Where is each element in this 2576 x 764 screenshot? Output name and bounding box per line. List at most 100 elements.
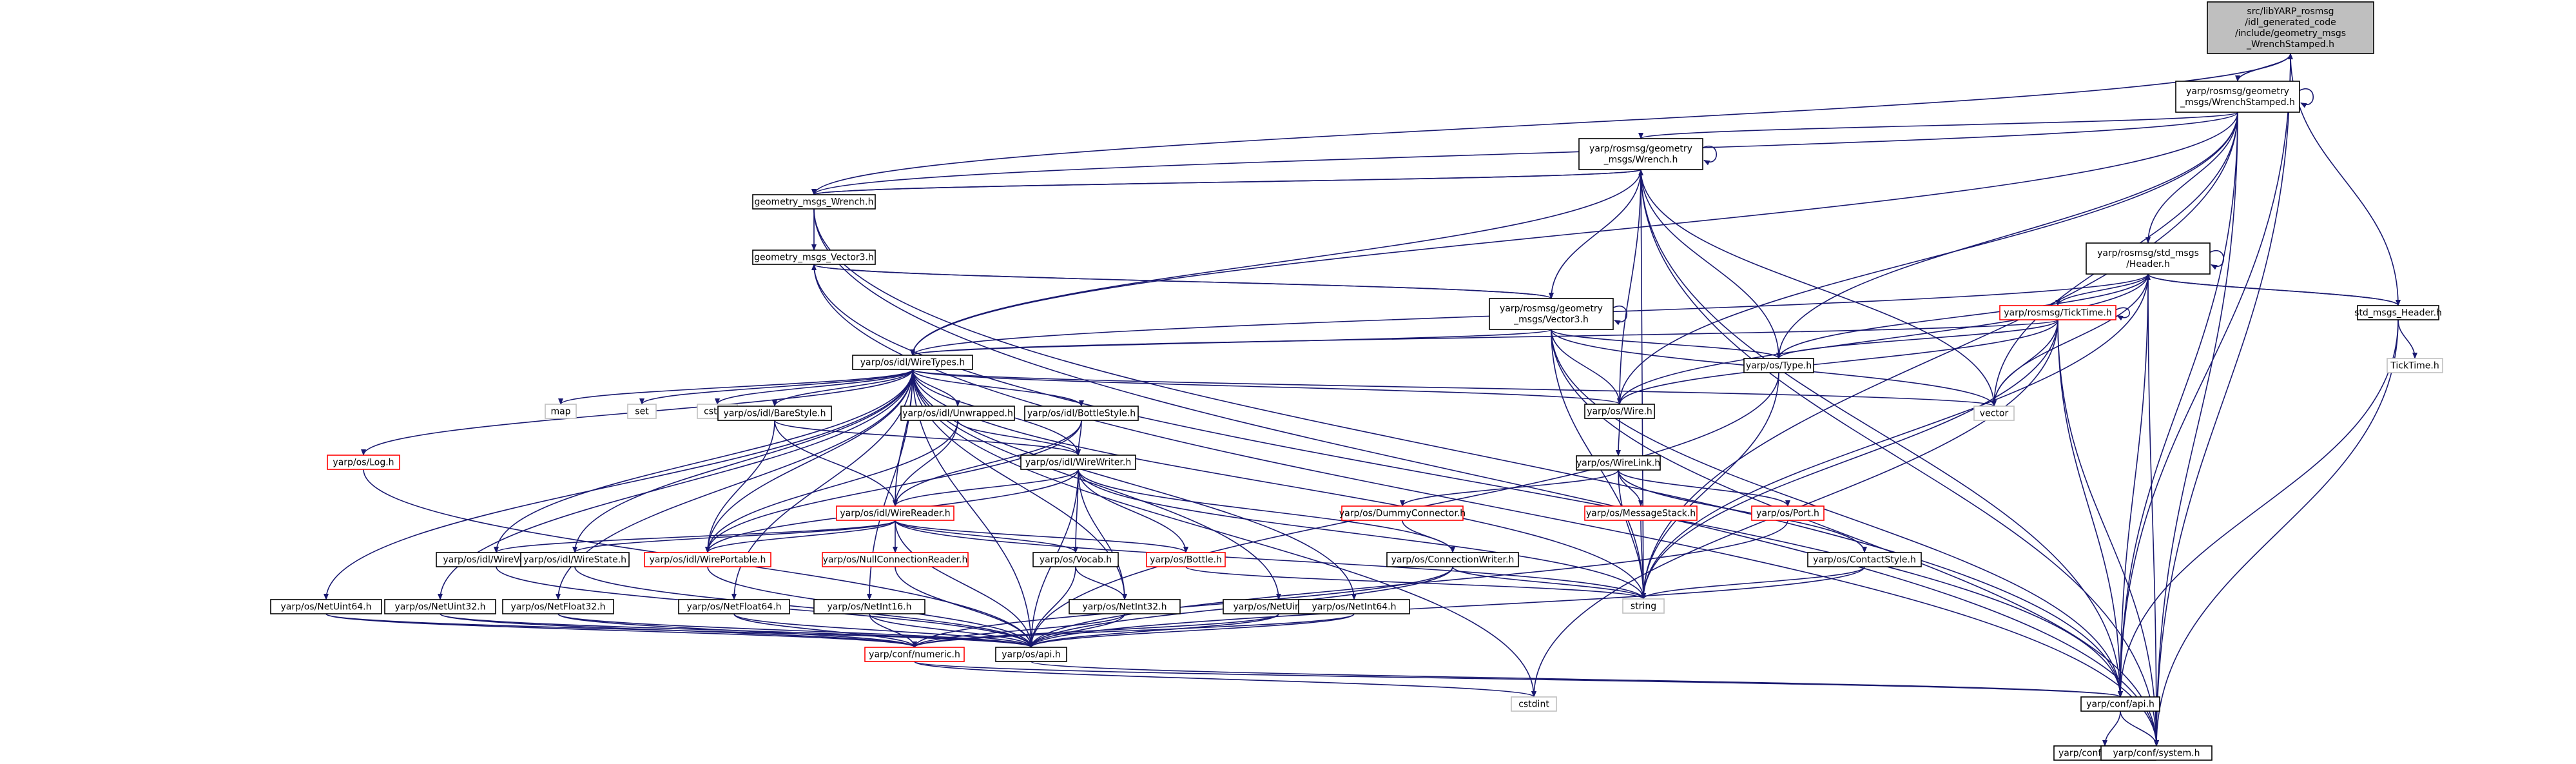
node-confapi[interactable]: yarp/conf/api.h	[2080, 696, 2160, 712]
node-box	[384, 599, 496, 614]
node-box	[1020, 455, 1136, 470]
node-label: map	[550, 407, 570, 417]
node-label: yarp/os/Vocab.h	[1040, 555, 1112, 565]
edge-smh-to-system	[2154, 319, 2399, 747]
node-log[interactable]: yarp/os/Log.h	[327, 455, 400, 470]
edge-nf64-to-cnum	[733, 613, 917, 648]
node-type[interactable]: yarp/os/Type.h	[1743, 358, 1814, 373]
node-box	[822, 552, 969, 567]
node-hdr[interactable]: yarp/rosmsg/std_msgs/Header.h	[2086, 242, 2211, 275]
edge-gmv-to-system	[813, 264, 2159, 747]
edge-bsty-to-wp	[705, 420, 1082, 553]
node-voc[interactable]: yarp/os/Vocab.h	[1032, 552, 1119, 567]
edge-unw-to-wrd	[893, 420, 958, 507]
node-map[interactable]: map	[545, 404, 577, 419]
node-box	[1069, 599, 1181, 614]
node-wt[interactable]: yarp/os/idl/WireTypes.h	[852, 355, 973, 370]
node-ttf[interactable]: TickTime.h	[2387, 358, 2443, 373]
node-nu32[interactable]: yarp/os/NetUint32.h	[384, 599, 496, 614]
edge-gmw-to-system	[813, 208, 2159, 747]
edge-wt-to-map	[558, 369, 913, 405]
edge-wrd-to-osapi	[895, 520, 1034, 648]
edge-wt-to-unw	[912, 369, 960, 407]
edge-gmv-to-confapi	[813, 264, 2123, 698]
node-label: yarp/conf/api.h	[2086, 700, 2155, 710]
edge-v3-to-gmv	[811, 264, 1552, 299]
node-wr[interactable]: yarp/rosmsg/geometry_msgs/Wrench.h	[1578, 138, 1703, 170]
edge-hdr-to-confapi	[2118, 273, 2149, 698]
node-port[interactable]: yarp/os/Port.h	[1751, 505, 1825, 521]
node-cw[interactable]: yarp/os/ConnectionWriter.h	[1386, 552, 1519, 567]
node-vector[interactable]: vector	[1973, 406, 2015, 421]
node-box	[852, 355, 973, 370]
edge-v3-to-confapi	[1551, 329, 2123, 698]
edge-ws-to-wr	[1638, 112, 2238, 139]
node-box	[995, 647, 1067, 662]
node-system[interactable]: yarp/conf/system.h	[2100, 745, 2213, 761]
node-bare[interactable]: yarp/os/idl/BareStyle.h	[717, 406, 832, 421]
node-nf64[interactable]: yarp/os/NetFloat64.h	[678, 599, 790, 614]
edge-gmw-to-wr	[813, 169, 1643, 195]
edge-bsty-to-wrd	[893, 420, 1082, 507]
node-bottle[interactable]: yarp/os/Bottle.h	[1146, 552, 1226, 567]
edge-wrd-to-bottle	[895, 520, 1188, 553]
node-wst[interactable]: yarp/os/idl/WireState.h	[520, 552, 630, 567]
edges-layer	[324, 53, 2417, 747]
edge-v3-to-v3	[1612, 306, 1627, 326]
edge-wl-to-string	[1618, 469, 1646, 600]
node-wrd[interactable]: yarp/os/idl/WireReader.h	[836, 505, 954, 521]
node-cs[interactable]: yarp/os/ContactStyle.h	[1807, 552, 1922, 567]
edge-unw-to-ww	[957, 420, 1081, 456]
node-wire[interactable]: yarp/os/Wire.h	[1584, 404, 1655, 419]
node-ni16[interactable]: yarp/os/NetInt16.h	[813, 599, 925, 614]
node-root[interactable]: src/libYARP_rosmsg/idl_generated_code/in…	[2207, 1, 2374, 54]
node-box	[1973, 406, 2015, 421]
node-gmv[interactable]: geometry_msgs_Vector3.h	[752, 250, 876, 265]
node-bsty[interactable]: yarp/os/idl/BottleStyle.h	[1024, 406, 1139, 421]
node-label: /include/geometry_msgs	[2235, 28, 2346, 39]
node-unw[interactable]: yarp/os/idl/Unwrapped.h	[900, 406, 1015, 421]
edge-v3-to-type	[1551, 329, 1781, 359]
node-box	[752, 250, 876, 265]
edge-wr-to-wire	[1617, 169, 1641, 405]
edge-nui16-to-osapi	[1029, 613, 1279, 648]
node-label: yarp/os/Log.h	[333, 458, 394, 468]
edge-wt-to-cstdio	[715, 369, 913, 405]
edge-ni64-to-osapi	[1029, 613, 1355, 648]
node-label: yarp/os/NetInt64.h	[1312, 602, 1396, 612]
node-osapi[interactable]: yarp/os/api.h	[995, 647, 1067, 662]
edge-wl-to-msgst	[1618, 469, 1643, 507]
node-v3[interactable]: yarp/rosmsg/geometry_msgs/Vector3.h	[1489, 298, 1614, 330]
node-nu64[interactable]: yarp/os/NetUint64.h	[270, 599, 382, 614]
node-label: yarp/os/ConnectionWriter.h	[1391, 555, 1515, 565]
node-ws[interactable]: yarp/rosmsg/geometry_msgs/WrenchStamped.…	[2175, 81, 2300, 113]
node-cnum[interactable]: yarp/conf/numeric.h	[864, 647, 965, 662]
node-box	[2175, 81, 2300, 113]
edge-tt-to-type	[1776, 319, 2058, 359]
node-ww[interactable]: yarp/os/idl/WireWriter.h	[1020, 455, 1136, 470]
node-gmw[interactable]: geometry_msgs_Wrench.h	[752, 194, 876, 210]
node-ncr[interactable]: yarp/os/NullConnectionReader.h	[822, 552, 969, 567]
node-set[interactable]: set	[627, 404, 657, 419]
node-string[interactable]: string	[1622, 598, 1665, 614]
edge-cw-to-string	[1452, 566, 1646, 600]
node-label: geometry_msgs_Wrench.h	[754, 197, 873, 208]
node-msgst[interactable]: yarp/os/MessageStack.h	[1584, 505, 1698, 521]
node-label: yarp/os/DummyConnector.h	[1339, 509, 1466, 519]
node-cstdint[interactable]: cstdint	[1511, 696, 1557, 712]
node-ni32[interactable]: yarp/os/NetInt32.h	[1069, 599, 1181, 614]
node-dummy[interactable]: yarp/os/DummyConnector.h	[1339, 505, 1466, 521]
node-nf32[interactable]: yarp/os/NetFloat32.h	[502, 599, 614, 614]
edge-wt-to-set	[639, 369, 913, 405]
node-wp[interactable]: yarp/os/idl/WirePortable.h	[644, 552, 771, 567]
node-box	[813, 599, 925, 614]
edge-smh-to-ttf	[2397, 319, 2417, 359]
node-label: yarp/os/idl/WireWriter.h	[1025, 458, 1131, 468]
node-smh[interactable]: std_msgs_Header.h	[2354, 305, 2442, 320]
edge-root-to-smh	[2290, 53, 2401, 306]
node-tt[interactable]: yarp/rosmsg/TickTime.h	[1999, 305, 2116, 320]
node-box	[1576, 455, 1661, 471]
edge-wr-to-wt	[910, 169, 1641, 356]
node-wl[interactable]: yarp/os/WireLink.h	[1576, 455, 1661, 471]
node-ni64[interactable]: yarp/os/NetInt64.h	[1298, 599, 1410, 614]
